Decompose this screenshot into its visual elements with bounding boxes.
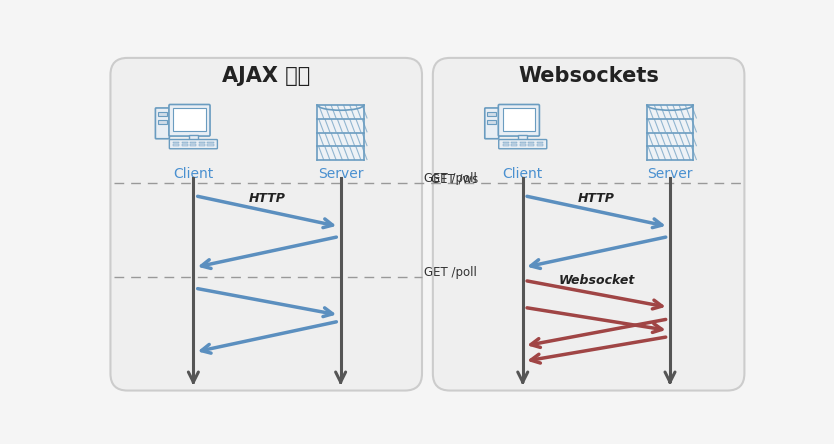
Bar xyxy=(158,119,167,124)
Text: HTTP: HTTP xyxy=(578,192,615,205)
Bar xyxy=(182,142,188,143)
FancyBboxPatch shape xyxy=(155,108,169,139)
Bar xyxy=(182,144,188,146)
Polygon shape xyxy=(646,105,693,160)
Text: AJAX 轮询: AJAX 轮询 xyxy=(222,67,310,87)
FancyBboxPatch shape xyxy=(433,58,745,391)
Bar xyxy=(520,144,526,146)
Text: GET /poll: GET /poll xyxy=(425,266,477,279)
Bar xyxy=(528,142,535,143)
Text: Websocket: Websocket xyxy=(558,274,635,286)
Text: HTTP: HTTP xyxy=(249,192,285,205)
Text: GET /poll: GET /poll xyxy=(425,172,477,185)
Bar xyxy=(208,144,214,146)
Text: Client: Client xyxy=(173,167,214,181)
FancyBboxPatch shape xyxy=(485,108,499,139)
FancyBboxPatch shape xyxy=(169,104,210,136)
Bar xyxy=(503,144,509,146)
Bar xyxy=(520,142,526,143)
FancyBboxPatch shape xyxy=(110,58,422,391)
Bar xyxy=(190,142,197,143)
Bar xyxy=(518,135,527,140)
Bar xyxy=(158,112,167,116)
Bar xyxy=(173,108,206,131)
Bar xyxy=(198,144,205,146)
Bar xyxy=(503,108,535,131)
Bar xyxy=(528,144,535,146)
Bar xyxy=(173,142,179,143)
Bar xyxy=(537,142,543,143)
Bar xyxy=(208,142,214,143)
Bar xyxy=(503,142,509,143)
Bar xyxy=(188,135,198,140)
Bar xyxy=(511,144,517,146)
Bar xyxy=(511,142,517,143)
Polygon shape xyxy=(318,105,364,160)
Bar xyxy=(487,119,496,124)
Text: GET /ws: GET /ws xyxy=(431,172,479,185)
Bar xyxy=(190,144,197,146)
Bar xyxy=(198,142,205,143)
Text: Server: Server xyxy=(318,167,364,181)
Text: Websockets: Websockets xyxy=(518,67,659,87)
FancyBboxPatch shape xyxy=(499,139,547,149)
FancyBboxPatch shape xyxy=(499,104,540,136)
Bar xyxy=(487,112,496,116)
Text: Client: Client xyxy=(503,167,543,181)
Bar xyxy=(173,144,179,146)
Text: Server: Server xyxy=(647,167,693,181)
FancyBboxPatch shape xyxy=(169,139,218,149)
Bar xyxy=(537,144,543,146)
